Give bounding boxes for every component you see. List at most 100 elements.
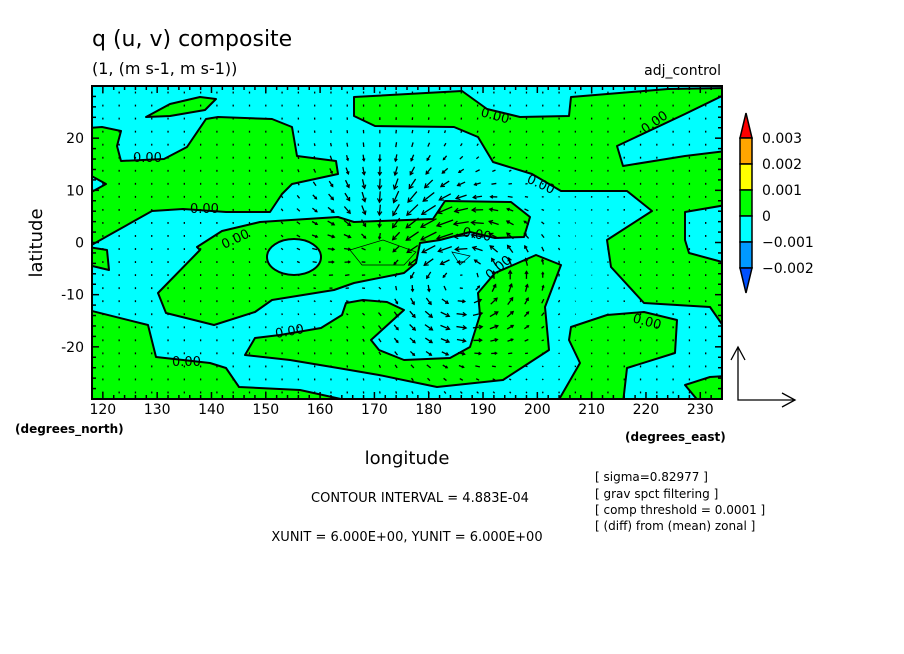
vector-shaft (346, 313, 349, 316)
colorbar-segment (739, 241, 753, 269)
vector-shaft (440, 338, 450, 343)
note-diff: [ (diff) from (mean) zonal ] (595, 519, 755, 533)
colorbar-label: −0.002 (762, 261, 814, 277)
vector-head (435, 234, 442, 241)
vector-head (435, 221, 442, 228)
wind-vector (508, 169, 512, 172)
vector-shaft (405, 217, 420, 229)
y-axis-title: latitude (26, 208, 47, 277)
vector-head (524, 283, 529, 288)
vector-head (525, 297, 529, 302)
wind-vector (411, 391, 414, 394)
vector-shaft (558, 352, 560, 355)
wind-vector (296, 208, 301, 212)
wind-vector (424, 337, 434, 344)
wind-vector (409, 350, 416, 357)
wind-vector (311, 220, 319, 226)
vector-shaft (421, 204, 437, 215)
vector-shaft (394, 351, 399, 356)
reference-vector (730, 345, 797, 408)
wind-vector (460, 130, 463, 133)
vector-shaft (264, 221, 267, 225)
vector-head (422, 196, 428, 202)
y-tick-label: 20 (66, 131, 84, 147)
vector-shaft (378, 178, 381, 189)
vector-head (462, 324, 468, 331)
chart-subtitle: (1, (m s-1, m s-1)) (92, 59, 237, 78)
wind-vector (280, 247, 284, 251)
wind-vector (393, 324, 399, 331)
vector-head (523, 232, 528, 237)
vector-shaft (313, 326, 316, 329)
wind-vector (492, 169, 496, 173)
vector-head (454, 194, 461, 201)
wind-vector (311, 234, 319, 238)
wind-vector (313, 287, 316, 290)
colorbar-bottom-triangle (739, 267, 753, 294)
wind-vector (377, 218, 382, 229)
wind-vector (442, 155, 448, 161)
vector-shaft (558, 195, 560, 198)
vector-head (523, 220, 527, 224)
vector-head (393, 171, 399, 177)
vector-shaft (488, 220, 499, 226)
vector-head (419, 222, 426, 228)
vector-shaft (296, 260, 300, 264)
vector-head (541, 284, 545, 288)
wind-vector (312, 194, 318, 200)
wind-vector (557, 234, 561, 238)
wind-vector (427, 377, 431, 382)
wind-vector (475, 365, 481, 368)
wind-vector (441, 167, 449, 174)
colorbar: 0.003 0.002 0.001 0 −0.001 −0.002 (739, 112, 814, 294)
vector-shaft (438, 246, 452, 252)
negative-region (616, 94, 722, 167)
vector-shaft (488, 233, 499, 239)
wind-vector (361, 219, 367, 228)
vector-shaft (524, 258, 529, 266)
contour-label: 0.00 (133, 151, 162, 166)
wind-vector (541, 208, 545, 211)
vector-shaft (476, 391, 479, 394)
contour-fill (92, 86, 722, 399)
vector-shaft (473, 195, 483, 199)
wind-vector (343, 219, 352, 227)
wind-vector (541, 312, 545, 317)
unit-vector-info: XUNIT = 6.000E+00, YUNIT = 6.000E+00 (271, 530, 542, 545)
vector-shaft (378, 218, 382, 228)
vector-shaft (541, 208, 545, 211)
vector-shaft (424, 179, 434, 189)
vector-head (494, 311, 499, 316)
vector-shaft (491, 284, 497, 292)
vector-shaft (346, 326, 349, 329)
wind-vector (558, 286, 561, 290)
vector-head (376, 210, 383, 217)
vector-head (392, 248, 397, 253)
wind-vector (473, 182, 481, 186)
vector-shaft (541, 378, 544, 381)
wind-vector (488, 219, 499, 226)
wind-vector (393, 166, 399, 177)
wind-vector (361, 205, 367, 216)
wind-vector (395, 391, 398, 394)
vector-shaft (411, 129, 414, 134)
wind-vector (489, 311, 499, 318)
vector-shaft (346, 339, 349, 342)
vector-head (361, 158, 366, 162)
wind-vector (440, 324, 451, 331)
vector-shaft (525, 378, 528, 381)
vector-shaft (475, 378, 480, 381)
wind-vector (346, 352, 349, 355)
wind-vector (328, 180, 334, 188)
wind-vector (540, 233, 545, 239)
vector-head (347, 222, 352, 227)
colorbar-label: 0.001 (762, 183, 802, 199)
wind-vector (421, 244, 436, 254)
vector-shaft (457, 351, 465, 355)
wind-vector (541, 339, 545, 342)
vector-shaft (312, 181, 317, 187)
wind-vector (491, 182, 497, 185)
colorbar-segment (739, 215, 753, 243)
vector-shaft (297, 313, 300, 316)
wind-vector (264, 195, 267, 199)
